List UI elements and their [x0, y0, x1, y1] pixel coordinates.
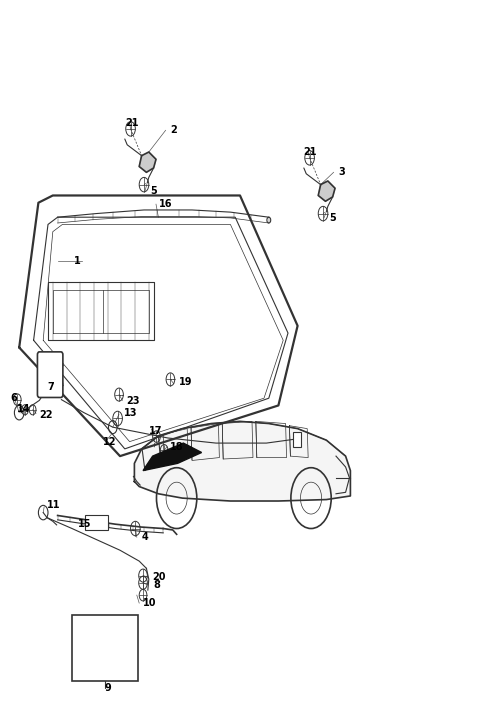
- Text: 8: 8: [154, 580, 160, 590]
- Text: 21: 21: [125, 118, 138, 128]
- Bar: [293, 432, 301, 447]
- Text: 19: 19: [179, 377, 192, 387]
- Text: 5: 5: [150, 186, 156, 196]
- Text: 2: 2: [170, 125, 177, 135]
- Text: 13: 13: [124, 408, 137, 418]
- Text: 6: 6: [11, 393, 17, 403]
- Text: 20: 20: [153, 572, 166, 582]
- Text: 3: 3: [338, 167, 345, 177]
- FancyBboxPatch shape: [37, 352, 63, 397]
- Bar: [72, 615, 138, 681]
- Bar: [85, 515, 108, 530]
- Text: 14: 14: [17, 404, 30, 414]
- Text: 5: 5: [329, 213, 336, 223]
- Text: 1: 1: [74, 256, 81, 266]
- Text: 9: 9: [105, 683, 111, 693]
- Text: 4: 4: [142, 532, 148, 542]
- Text: 16: 16: [159, 199, 173, 209]
- Text: 22: 22: [39, 410, 53, 420]
- Text: 18: 18: [170, 442, 184, 452]
- Text: 21: 21: [303, 147, 317, 157]
- Text: 15: 15: [78, 519, 91, 529]
- Text: 10: 10: [143, 598, 156, 608]
- Polygon shape: [139, 152, 156, 172]
- Text: 17: 17: [149, 426, 162, 436]
- Polygon shape: [134, 421, 350, 501]
- Text: 12: 12: [103, 437, 117, 447]
- Text: 11: 11: [47, 500, 60, 510]
- Text: 7: 7: [47, 382, 54, 392]
- Text: 23: 23: [126, 396, 139, 406]
- Polygon shape: [143, 443, 202, 471]
- Polygon shape: [318, 181, 335, 201]
